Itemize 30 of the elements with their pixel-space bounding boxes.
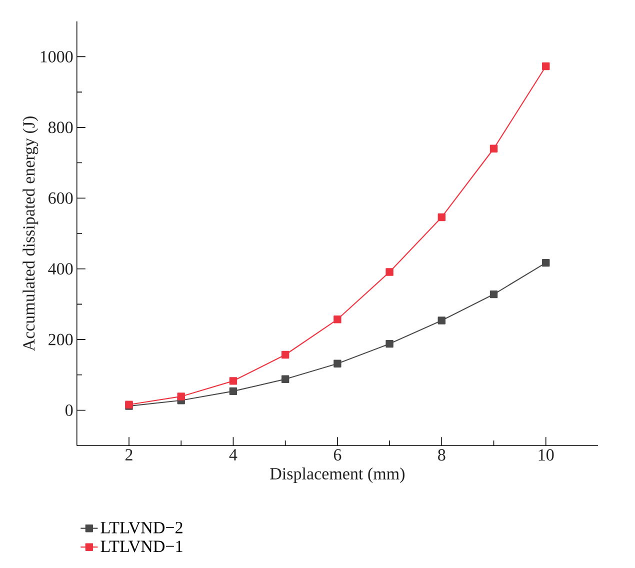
x-tick-label: 8: [438, 449, 446, 461]
legend-label: LTLVND−1: [100, 540, 182, 552]
y-tick-label: 200: [48, 334, 73, 346]
point: [229, 387, 238, 395]
y-tick-label: 800: [48, 122, 73, 134]
point: [281, 350, 290, 359]
point: [438, 213, 446, 222]
y-tick-label: 400: [48, 263, 73, 275]
point: [490, 144, 498, 152]
point: [334, 316, 342, 324]
x-tick-label: 4: [229, 449, 238, 460]
point: [334, 360, 342, 368]
x-axis-title: Displacement (mm): [270, 467, 404, 483]
point: [490, 290, 498, 298]
point: [542, 258, 550, 267]
point: [229, 377, 238, 385]
y-tick-label: 600: [48, 192, 73, 204]
point: [386, 268, 394, 276]
y-tick-label: 1000: [40, 50, 73, 62]
legend-label: LTLVND−2: [100, 522, 182, 534]
point: [281, 375, 290, 383]
point: [438, 316, 446, 324]
x-tick-label: 2: [125, 449, 132, 460]
x-tick-label: 10: [538, 449, 554, 461]
point: [542, 62, 550, 70]
y-axis-title: Accumulated dissipated energy (J): [22, 116, 38, 351]
x-tick-label: 6: [334, 449, 342, 461]
point: [386, 340, 394, 348]
y-tick-label: 0: [65, 404, 73, 416]
point: [177, 392, 185, 400]
